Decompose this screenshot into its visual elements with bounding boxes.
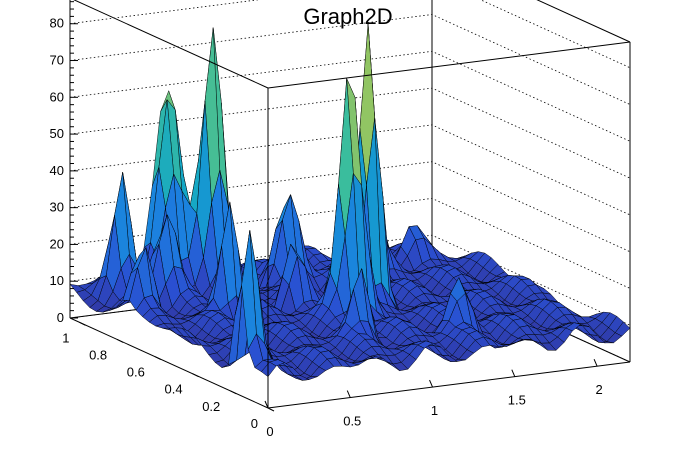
y-tick xyxy=(116,338,124,343)
z-tick-label: 50 xyxy=(50,126,64,141)
surface-mesh xyxy=(69,23,631,381)
x-tick-label: 1 xyxy=(431,403,438,418)
y-tick-label: 0.6 xyxy=(127,365,145,380)
x-tick xyxy=(346,390,351,398)
x-tick xyxy=(429,379,434,388)
z-tick-label: 0 xyxy=(57,310,64,325)
x-tick xyxy=(264,400,269,409)
z-tick-label: 30 xyxy=(50,200,64,215)
y-tick-label: 0 xyxy=(251,416,258,431)
y-tick-label: 1 xyxy=(62,330,69,345)
surface-facet xyxy=(261,361,277,377)
box-front-edges xyxy=(69,0,631,409)
x-tick-label: 1.5 xyxy=(508,393,526,408)
y-tick-label: 0.2 xyxy=(202,399,220,414)
z-tick-label: 10 xyxy=(50,273,64,288)
box-front-edge xyxy=(73,0,269,89)
y-tick xyxy=(192,373,199,378)
box-back-edge xyxy=(536,0,631,43)
x-tick xyxy=(511,369,516,377)
x-tick-label: 2 xyxy=(595,382,602,397)
z-tick-label: 70 xyxy=(50,53,64,68)
z-tick-label: 80 xyxy=(50,16,64,31)
y-tick xyxy=(230,390,237,395)
x-tick xyxy=(593,358,598,367)
y-tick-label: 0.4 xyxy=(164,382,182,397)
y-tick xyxy=(79,321,86,326)
box-front-edge xyxy=(267,361,631,409)
z-tick-label: 40 xyxy=(50,163,64,178)
z-tick-label: 20 xyxy=(50,236,64,251)
z-tick-label: 60 xyxy=(50,89,64,104)
y-tick xyxy=(267,407,275,412)
y-tick xyxy=(154,356,162,361)
y-tick-label: 0.8 xyxy=(89,347,107,362)
x-tick-label: 0.5 xyxy=(343,414,361,429)
box-front-edge xyxy=(267,41,631,89)
x-tick-label: 0 xyxy=(266,424,273,439)
